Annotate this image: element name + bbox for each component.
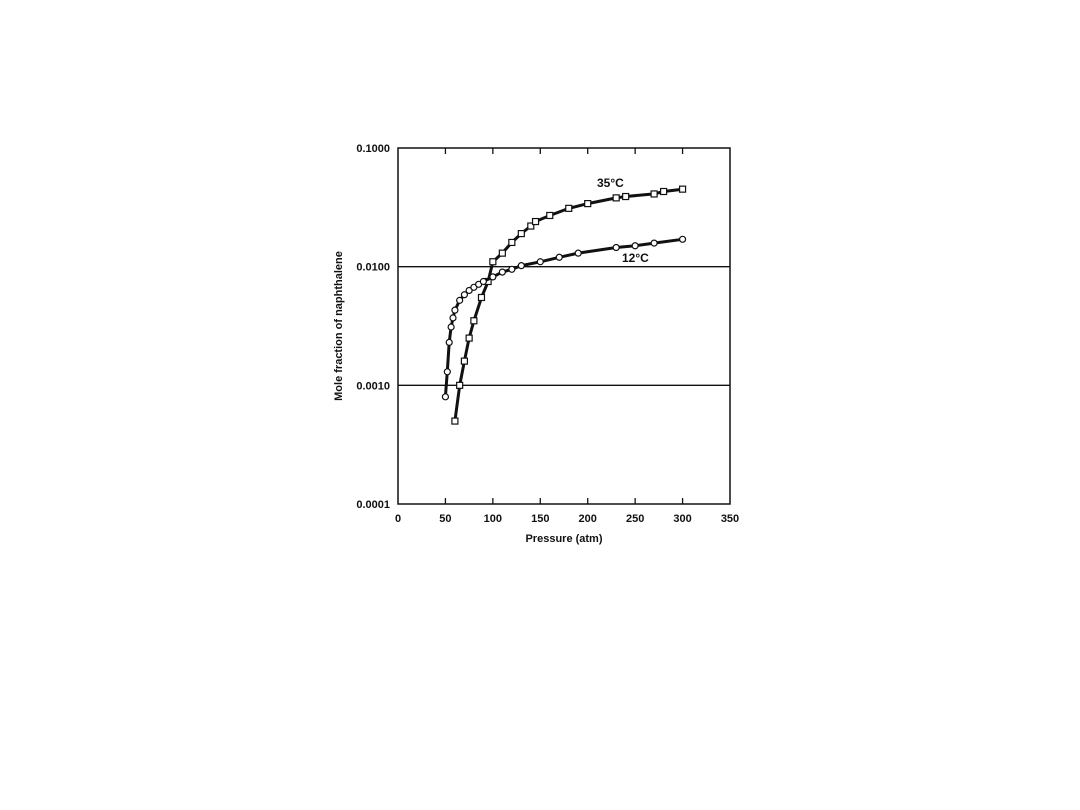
data-point (508, 238, 516, 247)
y-tick-label: 0.0100 (356, 262, 390, 274)
data-point (489, 273, 497, 281)
data-point (631, 242, 639, 250)
x-tick-label: 50 (439, 513, 451, 525)
x-tick-label: 0 (395, 513, 401, 525)
data-point (498, 249, 506, 257)
x-tick-label: 300 (673, 513, 691, 525)
y-axis: 0.1000 0.0100 0.0010 0.0001 (356, 143, 390, 511)
data-point (612, 243, 620, 252)
data-point (456, 381, 464, 389)
x-axis-title: Pressure (atm) (525, 533, 602, 545)
data-point (678, 185, 687, 193)
data-point (465, 286, 473, 295)
x-tick-label: 100 (484, 513, 502, 525)
data-point (460, 357, 468, 365)
data-point (612, 194, 620, 202)
data-point (622, 192, 630, 201)
data-point (479, 277, 487, 286)
data-point (456, 296, 464, 304)
x-tick-label: 150 (531, 513, 549, 525)
data-point (508, 265, 516, 273)
data-point (470, 317, 478, 325)
data-point (650, 239, 658, 247)
data-point (517, 262, 525, 270)
y-tick-label: 0.0010 (356, 380, 390, 392)
data-point (531, 217, 540, 226)
data-point (555, 253, 563, 261)
data-point (489, 258, 497, 266)
data-point (465, 334, 473, 342)
data-point (659, 187, 668, 196)
data-point (449, 314, 457, 322)
series-line (453, 187, 685, 423)
data-point (517, 229, 525, 238)
grid-lines (398, 266, 730, 386)
data-point (451, 306, 459, 314)
data-point (546, 211, 554, 220)
series-35c (451, 185, 687, 425)
data-point (584, 199, 592, 208)
data-point (451, 417, 459, 425)
data-point (574, 249, 582, 257)
data-point (477, 293, 486, 302)
data-point (441, 393, 450, 401)
series-group (441, 185, 687, 425)
y-tick-label: 0.1000 (356, 143, 390, 155)
data-point (565, 204, 573, 212)
data-point (445, 338, 453, 347)
data-point (650, 190, 658, 198)
data-point (498, 268, 506, 276)
x-tick-label: 350 (721, 513, 739, 525)
data-point (447, 323, 455, 331)
y-tick-label: 0.0001 (356, 499, 390, 511)
data-point (443, 368, 451, 376)
series-label-12c: 12°C (622, 251, 649, 265)
x-tick-label: 200 (579, 513, 597, 525)
x-axis: 0 50 100 150 200 250 300 350 (395, 148, 739, 525)
plot-frame (397, 147, 731, 505)
data-point (678, 235, 687, 243)
series-12c (441, 235, 687, 401)
x-tick-label: 250 (626, 513, 644, 525)
data-point (460, 291, 468, 299)
y-axis-title: Mole fraction of naphthalene (333, 251, 345, 401)
series-label-35c: 35°C (597, 176, 624, 190)
data-point (527, 222, 535, 230)
data-point (536, 258, 544, 266)
